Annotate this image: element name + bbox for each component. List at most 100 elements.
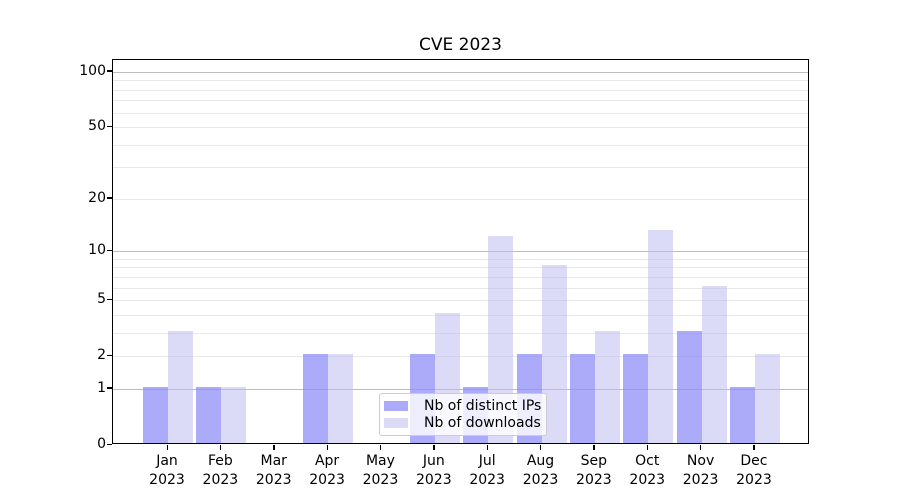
x-tick-mark: [646, 445, 649, 450]
y-tick-label: 100: [79, 62, 106, 79]
x-tick-label-month: Jul: [478, 453, 496, 469]
x-tick-label-year: 2023: [255, 472, 292, 488]
bar-distinct-ips: [196, 386, 222, 443]
x-tick-label: Jun 2023: [404, 452, 464, 490]
x-tick-label: Nov 2023: [671, 452, 731, 490]
y-tick-label: 0: [97, 436, 106, 452]
gridline-minor: [113, 300, 808, 302]
gridline-minor: [113, 127, 808, 129]
y-tick-mark: [107, 443, 112, 445]
x-tick-label: May 2023: [350, 452, 410, 490]
x-tick-label-month: Jan: [156, 453, 178, 469]
y-tick-label: 20: [88, 189, 106, 206]
x-tick-label-year: 2023: [629, 472, 666, 488]
bar-distinct-ips: [729, 386, 755, 443]
y-tick-label: 5: [97, 291, 106, 308]
x-tick-label-month: Aug: [526, 453, 555, 469]
x-tick-label-month: Apr: [314, 453, 340, 469]
bar-distinct-ips: [569, 354, 595, 443]
x-tick-mark: [753, 445, 755, 450]
bar-downloads: [754, 354, 780, 443]
y-tick-mark: [107, 354, 112, 356]
x-tick-label: Apr 2023: [297, 452, 357, 490]
y-tick-mark: [107, 387, 112, 389]
x-tick-label-month: Dec: [740, 453, 768, 469]
x-tick-mark: [540, 445, 542, 450]
x-tick-label-year: 2023: [202, 472, 239, 488]
x-tick-label-year: 2023: [362, 472, 399, 488]
x-tick-label-year: 2023: [736, 472, 772, 488]
bar-downloads: [701, 285, 727, 443]
x-tick-label: Mar 2023: [244, 452, 304, 490]
gridline-minor: [113, 112, 808, 114]
bar-downloads: [221, 386, 247, 443]
x-tick-mark: [326, 445, 328, 450]
y-tick-mark: [107, 70, 112, 72]
chart-title: CVE 2023: [419, 35, 502, 55]
gridline-minor: [113, 80, 808, 82]
y-tick-mark: [107, 249, 112, 251]
bar-downloads: [648, 229, 674, 443]
plot-area: [112, 59, 809, 444]
bar-downloads: [594, 330, 620, 443]
gridline-major: [113, 388, 808, 390]
y-tick-mark: [107, 298, 112, 300]
x-tick-label-month: Jun: [422, 453, 445, 469]
gridline-major: [113, 251, 808, 253]
bar-distinct-ips: [143, 386, 168, 443]
gridline-minor: [113, 258, 808, 260]
x-tick-label-year: 2023: [469, 472, 505, 488]
x-tick-label-month: Feb: [207, 453, 233, 469]
gridline-minor: [113, 287, 808, 289]
x-tick-label-year: 2023: [415, 472, 452, 488]
x-tick-label: Feb 2023: [190, 452, 250, 490]
gridline-minor: [113, 167, 808, 169]
x-tick-label-year: 2023: [682, 472, 719, 488]
y-tick-label: 2: [97, 347, 106, 364]
gridline-minor: [113, 314, 808, 316]
gridline-minor: [113, 276, 808, 278]
gridline-minor: [113, 144, 808, 146]
x-tick-label-month: Nov: [686, 453, 715, 469]
x-tick-label-month: Mar: [260, 453, 287, 469]
x-tick-label-month: May: [365, 453, 395, 469]
x-tick-label: Jan 2023: [137, 452, 197, 490]
y-tick-mark: [107, 125, 112, 127]
x-tick-mark: [273, 445, 275, 450]
x-tick-label: Aug 2023: [511, 452, 571, 490]
gridline-minor: [113, 89, 808, 91]
x-tick-mark: [219, 445, 222, 450]
legend-label-distinct-ips: Nb of distinct IPs: [424, 397, 542, 414]
x-tick-label: Oct 2023: [617, 452, 677, 490]
x-tick-label-year: 2023: [576, 472, 612, 488]
y-tick-label: 50: [88, 118, 106, 135]
legend-swatch-distinct-ips-icon: [384, 400, 408, 411]
legend: Nb of distinct IPs Nb of downloads: [379, 393, 547, 436]
legend-item-downloads: Nb of downloads: [384, 415, 541, 433]
bar-distinct-ips: [303, 354, 329, 443]
gridline-major: [113, 71, 808, 73]
x-tick-mark: [486, 445, 488, 450]
x-tick-label: Sep 2023: [564, 452, 624, 490]
gridline-minor: [113, 267, 808, 269]
x-tick-label-month: Oct: [635, 453, 660, 469]
x-tick-label-year: 2023: [522, 472, 559, 488]
y-tick-mark: [107, 197, 112, 199]
legend-item-distinct-ips: Nb of distinct IPs: [384, 397, 542, 415]
x-tick-mark: [433, 445, 435, 450]
legend-label-downloads: Nb of downloads: [424, 415, 541, 432]
x-tick-label-year: 2023: [149, 472, 185, 488]
x-tick-label-month: Sep: [580, 453, 608, 469]
x-tick-label: Dec 2023: [724, 452, 784, 490]
y-tick-label: 1: [97, 379, 106, 396]
gridline-minor: [113, 100, 808, 102]
y-tick-label: 10: [88, 242, 106, 259]
x-tick-mark: [700, 445, 702, 450]
bar-distinct-ips: [676, 330, 702, 443]
x-tick-mark: [593, 445, 595, 450]
gridline-minor: [113, 356, 808, 358]
gridline-minor: [113, 332, 808, 334]
x-tick-mark: [166, 445, 168, 450]
x-tick-mark: [379, 445, 382, 450]
